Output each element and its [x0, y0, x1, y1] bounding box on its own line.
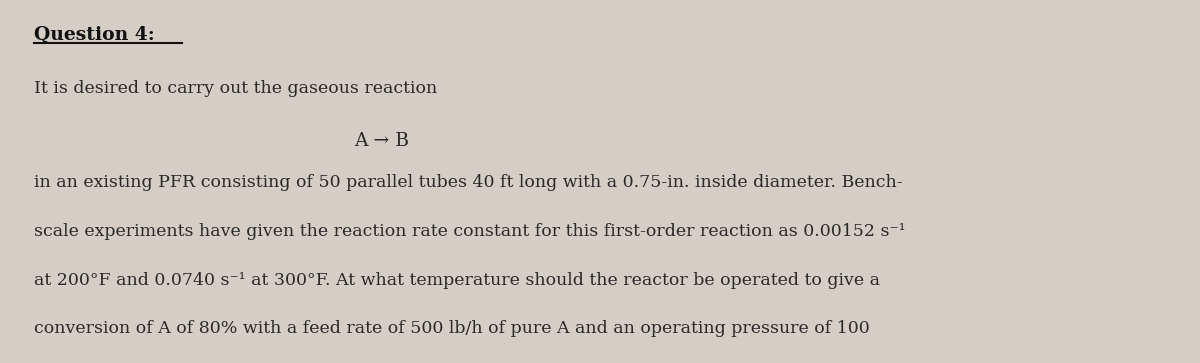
Text: scale experiments have given the reaction rate constant for this first-order rea: scale experiments have given the reactio… — [34, 223, 905, 240]
Text: Question 4:: Question 4: — [34, 25, 155, 44]
Text: It is desired to carry out the gaseous reaction: It is desired to carry out the gaseous r… — [34, 80, 437, 97]
Text: conversion of A of 80% with a feed rate of 500 lb/h of pure A and an operating p: conversion of A of 80% with a feed rate … — [34, 320, 869, 337]
Text: at 200°F and 0.0740 s⁻¹ at 300°F. At what temperature should the reactor be oper: at 200°F and 0.0740 s⁻¹ at 300°F. At wha… — [34, 272, 880, 289]
Text: A → B: A → B — [354, 132, 409, 151]
Text: in an existing PFR consisting of 50 parallel tubes 40 ft long with a 0.75-in. in: in an existing PFR consisting of 50 para… — [34, 174, 902, 191]
